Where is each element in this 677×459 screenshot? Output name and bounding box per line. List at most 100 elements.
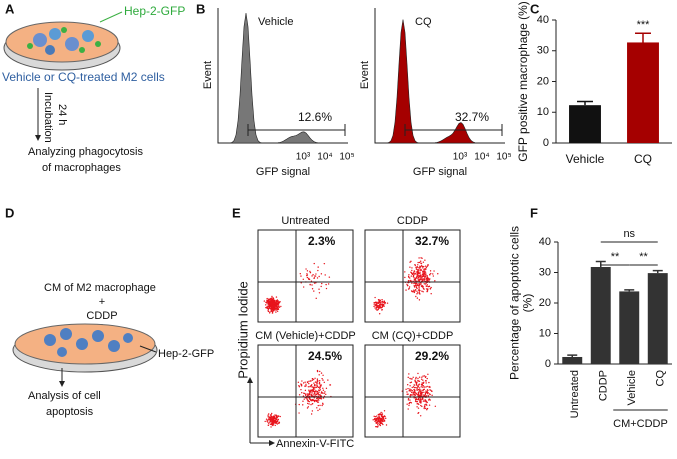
dot (409, 401, 412, 404)
dot (427, 264, 429, 267)
dot (310, 389, 312, 392)
dot (271, 417, 274, 420)
group-label: CM+CDDP (613, 418, 668, 430)
x-tick-label: 10⁴ (474, 152, 489, 163)
dot (317, 266, 319, 268)
dot (408, 287, 410, 290)
dot (425, 273, 427, 275)
dot (431, 394, 433, 397)
dot (305, 383, 307, 385)
dot (425, 382, 427, 384)
dot (277, 418, 280, 421)
dot (408, 402, 410, 405)
dot (276, 303, 278, 306)
dot (311, 399, 314, 401)
plot-title: Untreated (281, 215, 329, 227)
dot (306, 381, 309, 383)
dot (272, 301, 274, 303)
dot (322, 379, 324, 381)
dot (422, 382, 424, 384)
error-bar (624, 289, 635, 292)
dot (374, 302, 377, 304)
dot (327, 283, 330, 285)
dot (386, 302, 389, 304)
dot (381, 422, 383, 424)
dot (377, 308, 379, 310)
annotation: ns (623, 228, 635, 240)
dot (384, 302, 386, 305)
dot (308, 277, 310, 280)
dot (271, 312, 274, 314)
dot (409, 261, 411, 263)
dot (278, 421, 280, 424)
dot (420, 378, 423, 380)
dot (418, 376, 421, 378)
dot (319, 408, 321, 410)
panel-letter: A (5, 1, 15, 16)
bar (590, 267, 611, 364)
dot (419, 397, 421, 400)
dot (302, 400, 304, 402)
y-tick-label: 0 (543, 137, 549, 149)
dot (277, 415, 279, 417)
dot (415, 282, 418, 284)
label: Analysis of cell (28, 390, 101, 402)
dot (303, 398, 305, 400)
label: Incubation (42, 92, 54, 143)
dot (313, 277, 316, 279)
dot (304, 394, 307, 397)
dot (269, 300, 271, 303)
dot (424, 394, 426, 397)
dot (267, 414, 269, 416)
dot (422, 261, 425, 263)
dot (269, 298, 272, 300)
dot (327, 379, 329, 381)
dot (422, 274, 425, 276)
dot (411, 290, 413, 293)
dot (424, 404, 426, 406)
dot (302, 395, 305, 397)
dot (375, 307, 378, 309)
dot (318, 374, 320, 376)
dot (302, 382, 305, 384)
dot (273, 417, 275, 420)
dot (317, 386, 319, 388)
dot (417, 380, 420, 382)
dot (376, 306, 379, 308)
x-tick-label: 10³ (296, 152, 311, 163)
dot (409, 388, 411, 390)
dot (306, 407, 309, 409)
x-tick-label: 10⁵ (496, 152, 511, 163)
dot (417, 274, 419, 276)
dot (381, 418, 383, 421)
dot (416, 406, 418, 408)
dot (315, 297, 317, 300)
dot (318, 389, 321, 392)
dot (429, 393, 431, 396)
plot-frame (257, 229, 354, 323)
dot (419, 415, 422, 417)
panel-letter: F (530, 205, 538, 220)
plot-frame (364, 229, 461, 323)
dot (311, 288, 314, 290)
dot (419, 270, 421, 272)
dot (310, 413, 313, 415)
dot (411, 269, 413, 272)
y-tick-label: 30 (537, 45, 549, 57)
dot (418, 291, 421, 293)
dot (277, 419, 279, 422)
dot (269, 305, 272, 307)
dot (316, 378, 319, 380)
dot (306, 276, 309, 279)
dot (420, 404, 422, 407)
dot (417, 278, 419, 280)
dot (426, 265, 428, 268)
dot (424, 259, 426, 261)
dot (415, 277, 417, 279)
dot (416, 284, 418, 286)
dot (298, 385, 301, 388)
dot (425, 267, 428, 269)
dot (415, 268, 418, 270)
dot (437, 273, 439, 275)
